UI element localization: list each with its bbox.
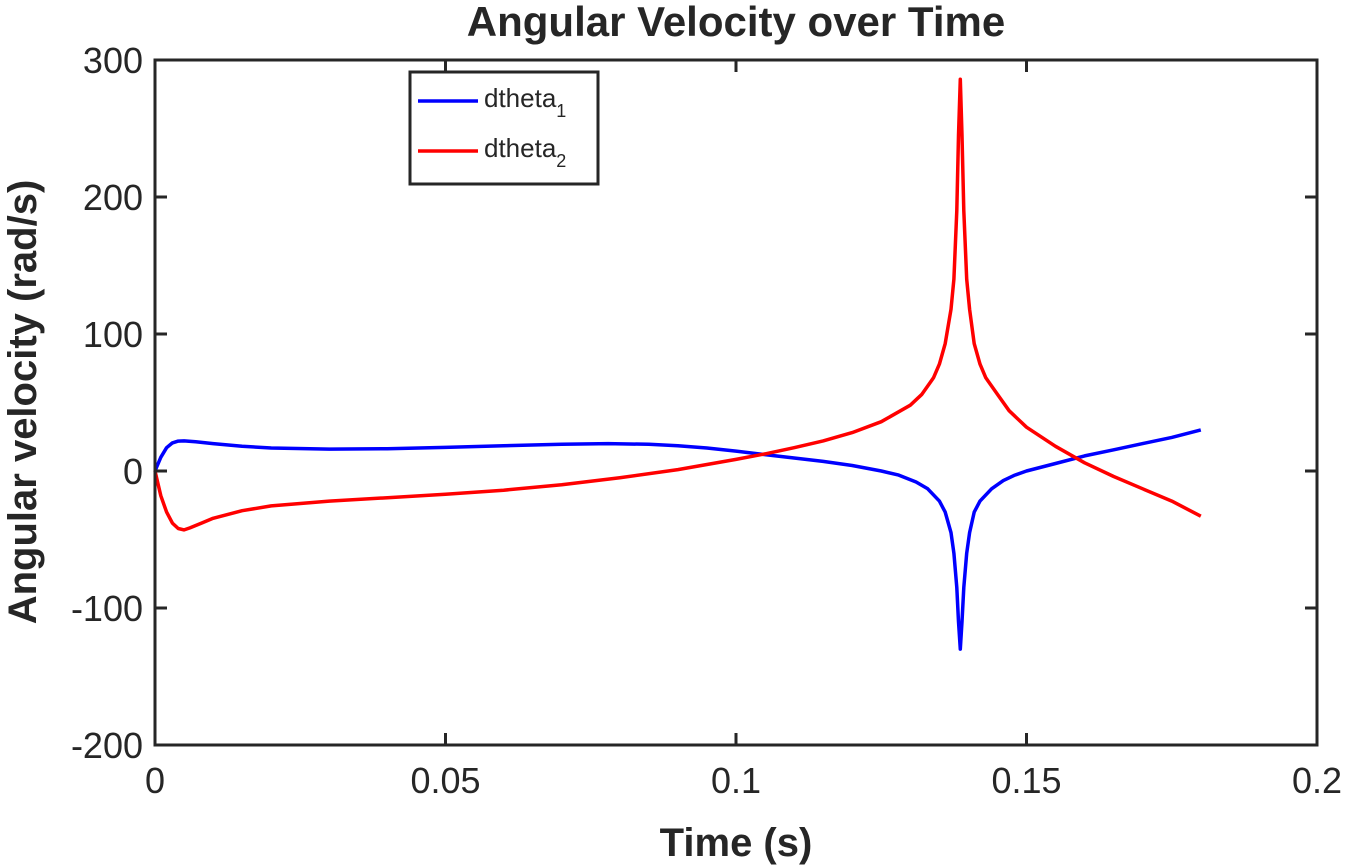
ticks-layer: 0 0.05 0.1 0.15 0.2 -200 -100 0 100 200 300 — [71, 40, 1342, 801]
x-tick-label: 0 — [145, 760, 165, 801]
y-tick-label: -100 — [71, 588, 143, 629]
legend: dtheta1 dtheta2 — [408, 70, 600, 186]
legend-entry-1: dtheta1 — [484, 83, 566, 121]
y-tick-label: 200 — [83, 177, 143, 218]
y-axis-label: Angular velocity (rad/s) — [1, 180, 45, 625]
x-tick-label: 0.1 — [711, 760, 761, 801]
y-tick-label: 0 — [123, 451, 143, 492]
series-line-2 — [153, 77, 1202, 532]
legend-entry-2: dtheta2 — [484, 133, 566, 171]
series-layer — [153, 77, 1202, 651]
x-axis-label: Time (s) — [660, 821, 813, 865]
x-tick-label: 0.15 — [991, 760, 1061, 801]
x-tick-label: 0.2 — [1292, 760, 1342, 801]
chart-title: Angular Velocity over Time — [467, 0, 1005, 45]
axes-box — [153, 58, 1319, 747]
axes-layer — [153, 58, 1319, 747]
legend-box — [408, 70, 600, 186]
y-tick-label: 300 — [83, 40, 143, 81]
y-tick-label: 100 — [83, 314, 143, 355]
y-tick-label: -200 — [71, 725, 143, 766]
series-line-1 — [153, 428, 1202, 651]
x-tick-label: 0.05 — [410, 760, 480, 801]
